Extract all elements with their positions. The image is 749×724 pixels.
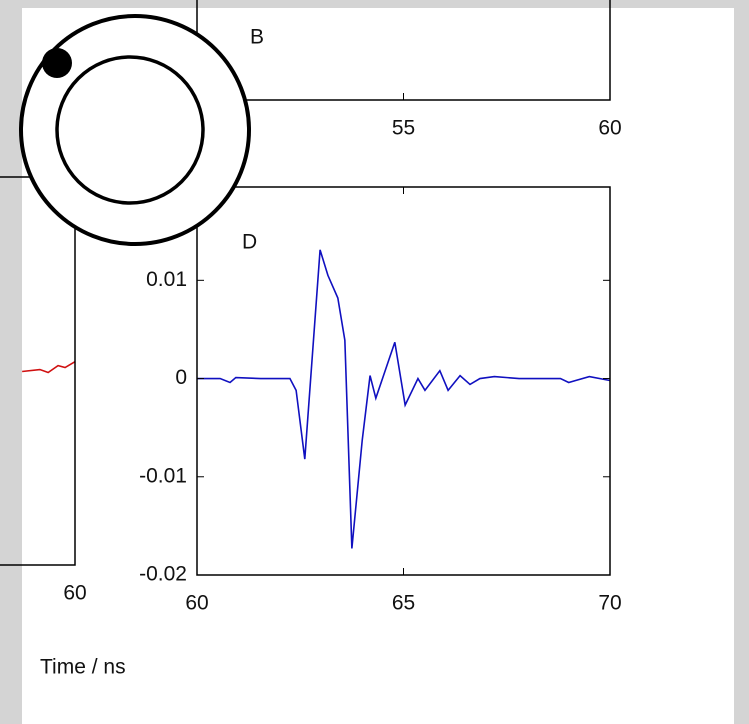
data-line <box>22 360 75 374</box>
panel-label: D <box>242 231 257 254</box>
y-tick-label: 0.01 <box>146 268 187 291</box>
x-tick-label: 65 <box>392 592 415 615</box>
y-tick-label: -0.01 <box>139 464 187 487</box>
plot-area <box>197 249 610 549</box>
badge-dot <box>42 48 72 78</box>
x-tick-label: 60 <box>63 582 86 605</box>
badge-inner <box>55 55 205 205</box>
x-tick-label: 60 <box>598 117 621 140</box>
data-line <box>197 249 610 549</box>
badge-outer <box>19 14 251 246</box>
y-tick-label: 0 <box>175 366 187 389</box>
plot-area <box>22 360 75 374</box>
x-tick-label: 70 <box>598 592 621 615</box>
y-tick-label: -0.02 <box>139 563 187 586</box>
x-axis-label: Time / ns <box>40 656 126 679</box>
axes-box <box>0 176 76 566</box>
x-tick-label: 60 <box>185 592 208 615</box>
x-tick-label: 55 <box>392 117 415 140</box>
panel-label: B <box>250 26 264 49</box>
